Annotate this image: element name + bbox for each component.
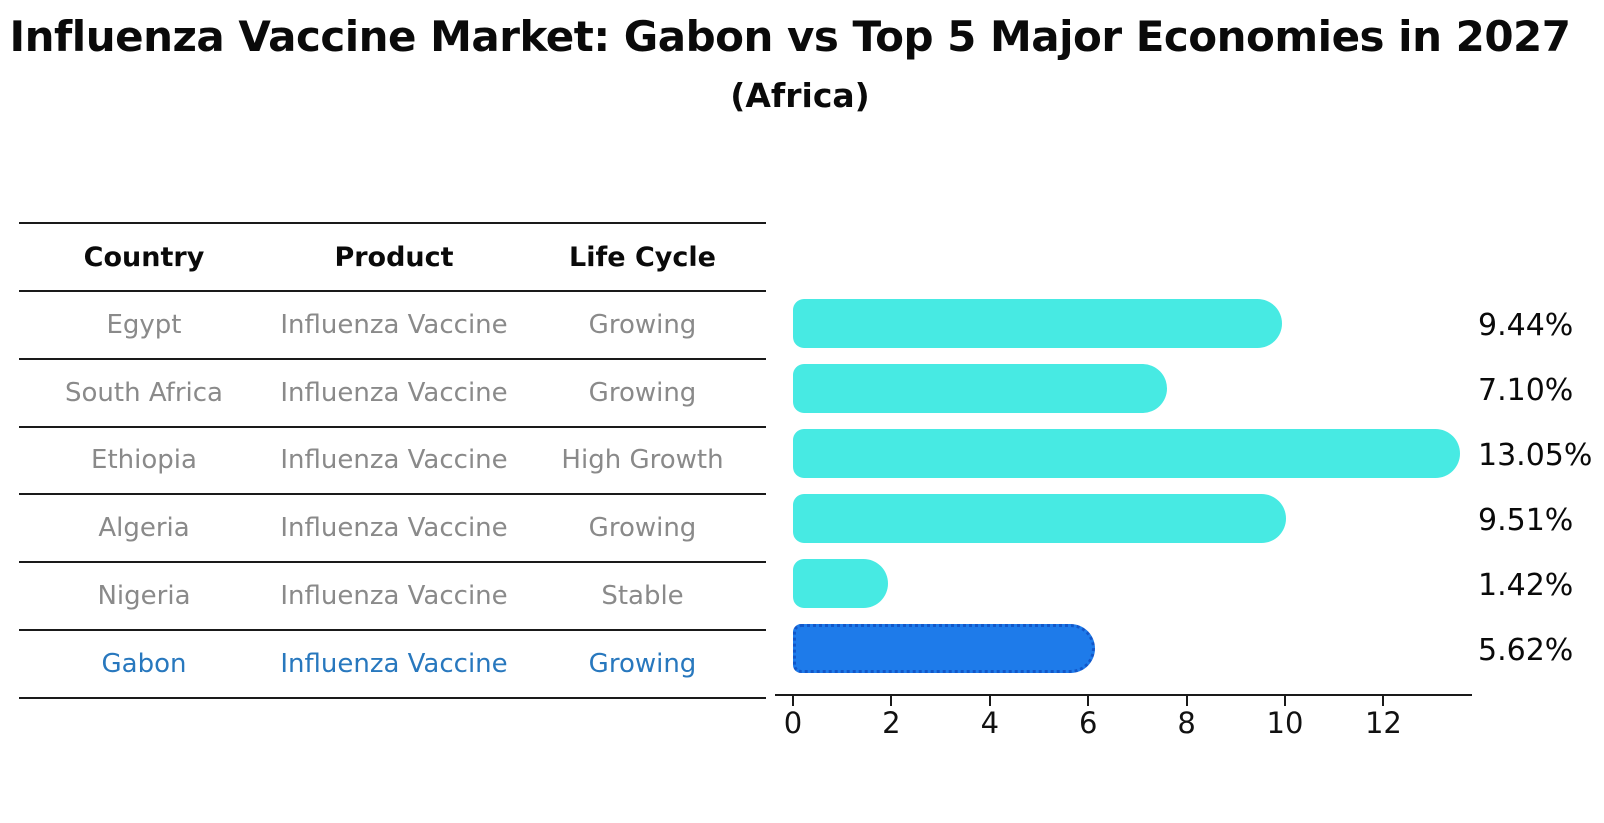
- x-tick-label-4: 4: [980, 706, 1000, 740]
- bar-gabon: [793, 624, 1095, 673]
- x-tick-mark-8: [1185, 696, 1188, 706]
- cell-country-algeria: Algeria: [98, 513, 190, 544]
- table-row-gabon: Gabon Influenza Vaccine Growing: [19, 631, 766, 699]
- column-header-product: Product: [334, 241, 454, 273]
- x-tick-label-2: 2: [882, 706, 901, 740]
- cell-country-egypt: Egypt: [106, 309, 182, 340]
- cell-country-ethiopia: Ethiopia: [91, 445, 197, 476]
- cell-product-egypt: Influenza Vaccine: [280, 309, 508, 340]
- chart-title: Influenza Vaccine Market: Gabon vs Top 5…: [9, 12, 1572, 61]
- cell-product-nigeria: Influenza Vaccine: [280, 581, 508, 612]
- column-header-country: Country: [83, 241, 205, 273]
- bar-egypt: [793, 299, 1283, 348]
- x-tick-mark-6: [1087, 696, 1090, 706]
- cell-life-cycle-egypt: Growing: [588, 309, 697, 340]
- bar-nigeria: [793, 559, 888, 608]
- column-header-life-cycle: Life Cycle: [569, 241, 716, 273]
- x-tick-label-8: 8: [1177, 706, 1196, 740]
- value-label-ethiopia: 13.05%: [1478, 438, 1593, 473]
- x-tick-label-6: 6: [1078, 706, 1098, 740]
- bar-south-africa: [793, 364, 1168, 413]
- country-table: Country Product Life Cycle Egypt Influenz…: [19, 222, 766, 699]
- value-label-gabon: 5.62%: [1478, 633, 1574, 668]
- value-label-nigeria: 1.42%: [1478, 568, 1574, 603]
- cell-country-gabon: Gabon: [101, 648, 187, 679]
- table-row-ethiopia: Ethiopia Influenza Vaccine High Growth: [19, 428, 766, 496]
- cell-product-gabon: Influenza Vaccine: [280, 648, 508, 679]
- cell-life-cycle-south-africa: Growing: [588, 377, 697, 408]
- x-tick-mark-2: [890, 696, 893, 706]
- cell-life-cycle-algeria: Growing: [588, 513, 697, 544]
- cell-product-south-africa: Influenza Vaccine: [280, 377, 508, 408]
- cell-country-nigeria: Nigeria: [97, 581, 191, 612]
- cell-life-cycle-ethiopia: High Growth: [561, 445, 724, 476]
- table-row-south-africa: South Africa Influenza Vaccine Growing: [19, 360, 766, 428]
- bar-algeria: [793, 494, 1286, 543]
- table-header-row: Country Product Life Cycle: [19, 224, 766, 292]
- value-label-south-africa: 7.10%: [1478, 373, 1574, 408]
- chart-subtitle: (Africa): [730, 76, 870, 115]
- table-row-egypt: Egypt Influenza Vaccine Growing: [19, 292, 766, 360]
- x-tick-mark-0: [792, 696, 794, 706]
- x-tick-mark-4: [988, 696, 991, 706]
- cell-country-south-africa: South Africa: [65, 377, 223, 408]
- table-row-nigeria: Nigeria Influenza Vaccine Stable: [19, 563, 766, 631]
- x-axis-line: [775, 694, 1472, 696]
- cell-product-ethiopia: Influenza Vaccine: [280, 445, 508, 476]
- x-tick-mark-10: [1284, 696, 1286, 706]
- x-tick-label-0: 0: [783, 706, 803, 740]
- table-body: Egypt Influenza Vaccine Growing South Afric…: [19, 292, 766, 699]
- table-row-algeria: Algeria Influenza Vaccine Growing: [19, 495, 766, 564]
- value-label-egypt: 9.44%: [1478, 308, 1574, 343]
- cell-life-cycle-gabon: Growing: [588, 648, 697, 679]
- x-tick-mark-12: [1382, 696, 1385, 706]
- x-tick-label-10: 10: [1266, 706, 1304, 740]
- bar-ethiopia: [793, 429, 1461, 478]
- cell-product-algeria: Influenza Vaccine: [280, 513, 508, 544]
- cell-life-cycle-nigeria: Stable: [601, 581, 684, 612]
- x-tick-label-12: 12: [1364, 706, 1402, 740]
- value-label-algeria: 9.51%: [1478, 503, 1574, 538]
